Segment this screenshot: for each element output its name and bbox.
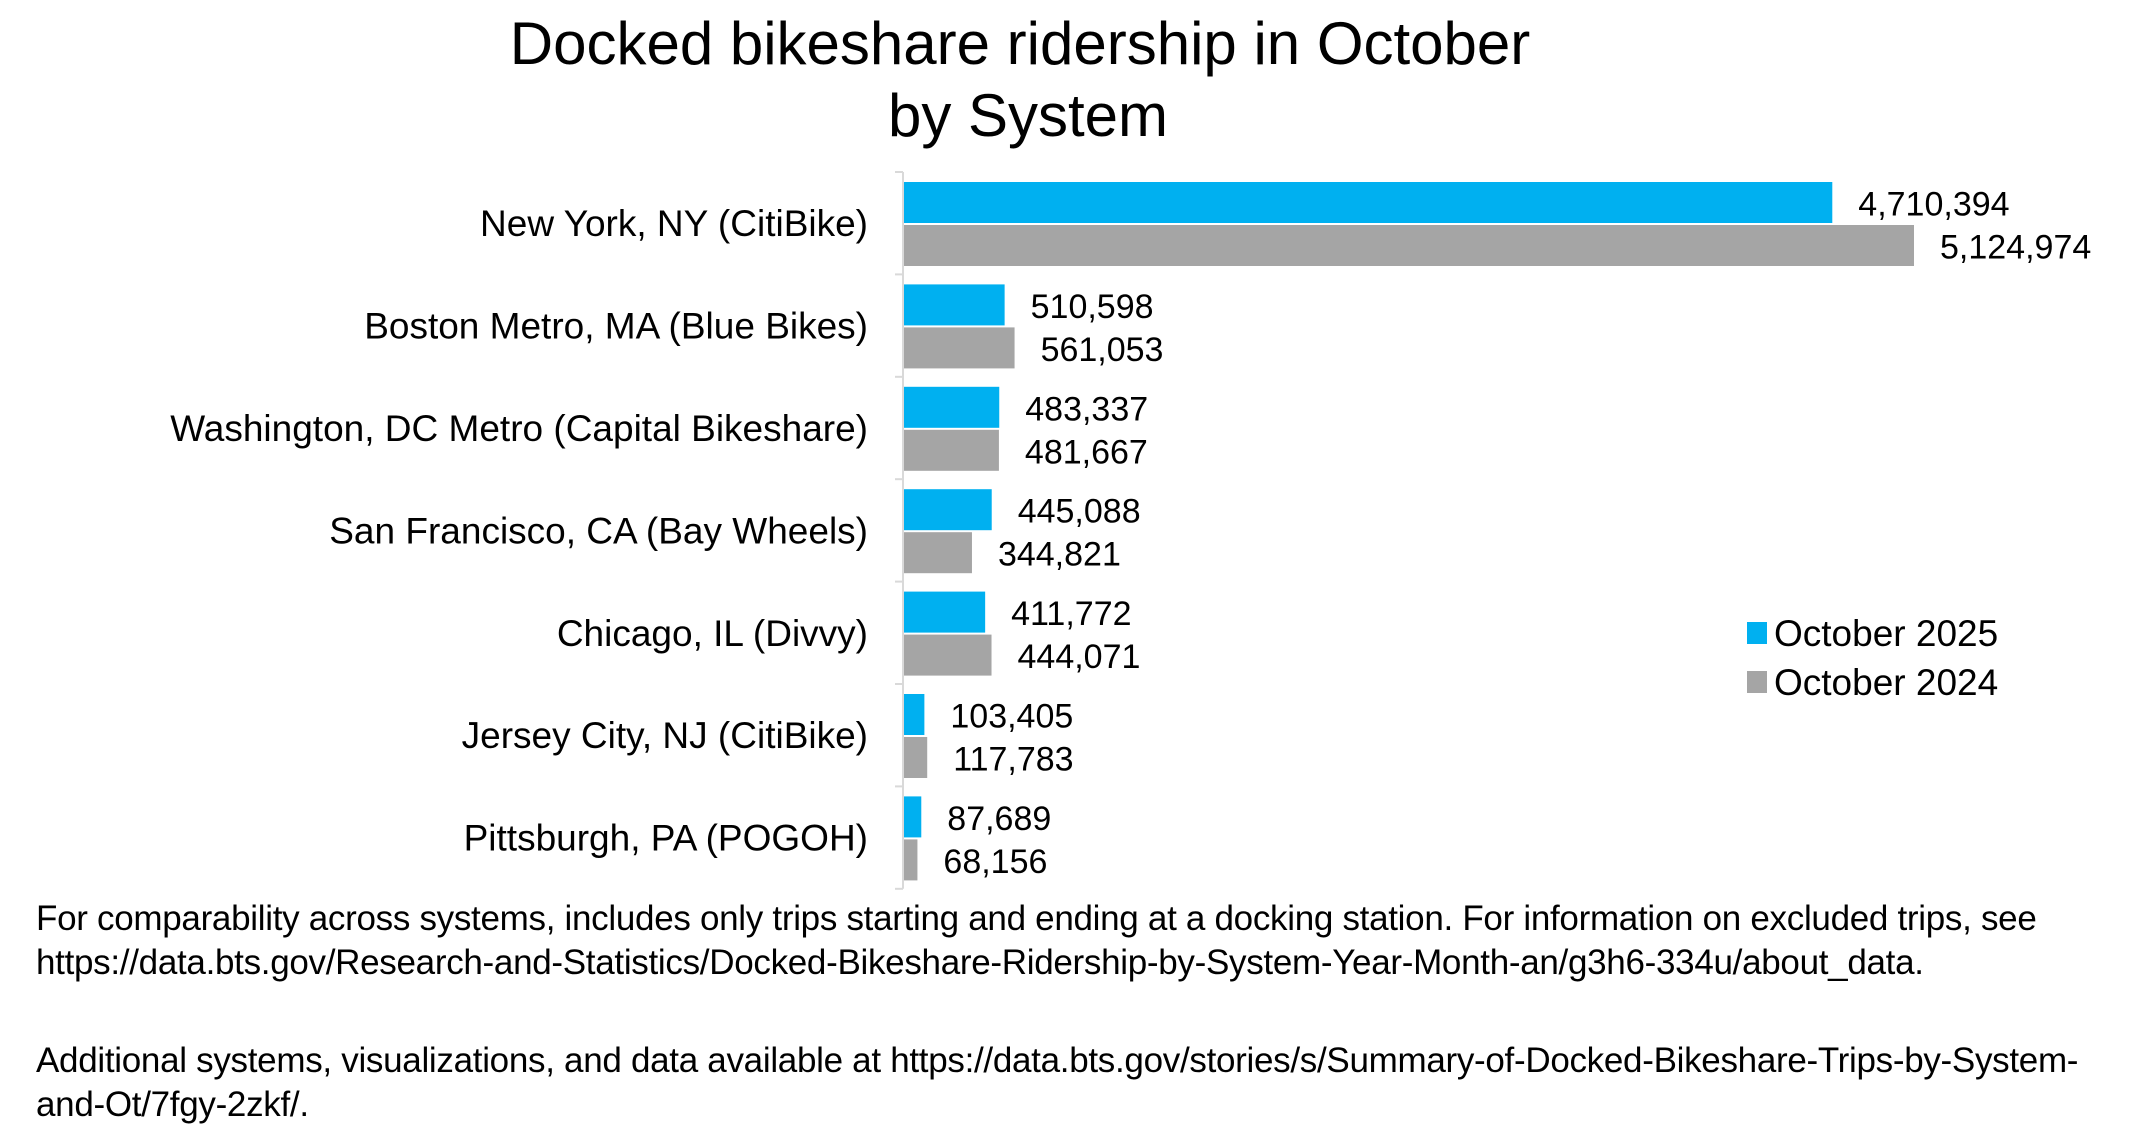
footnote-2: Additional systems, visualizations, and … [36,1041,2079,1124]
category-label: San Francisco, CA (Bay Wheels) [329,510,868,551]
data-label: 411,772 [1011,595,1131,633]
category-label: Pittsburgh, PA (POGOH) [464,818,868,859]
bar-chart: Docked bikeshare ridership in October by… [170,10,2091,890]
category-label: Washington, DC Metro (Capital Bikeshare) [170,408,868,449]
footnote-1: For comparability across systems, includ… [36,899,2037,982]
bar-2025 [904,796,922,838]
bar-2025 [904,591,986,633]
data-label: 103,405 [950,698,1073,736]
data-label: 87,689 [947,800,1051,838]
bar-2024 [904,634,992,676]
bar-2024 [904,532,972,574]
data-label: 68,156 [943,843,1047,881]
data-label: 444,071 [1018,638,1141,676]
data-label: 117,783 [953,741,1073,779]
bar-2025 [904,182,1833,223]
category-label: Boston Metro, MA (Blue Bikes) [364,306,868,347]
bar-2024 [904,839,918,881]
category-label: Jersey City, NJ (CitiBike) [462,715,868,756]
bar-2024 [904,429,999,471]
data-label: 561,053 [1041,331,1164,369]
category-label: New York, NY (CitiBike) [480,203,868,244]
bar-2025 [904,694,925,735]
bar-2025 [904,284,1005,326]
legend-swatch [1747,671,1767,693]
bar-2025 [904,386,1000,428]
legend-swatch [1747,622,1767,644]
data-label: 5,124,974 [1940,229,2091,267]
category-label: Chicago, IL (Divvy) [557,613,868,654]
bar-2024 [904,737,928,778]
data-label: 344,821 [998,536,1121,574]
data-label: 481,667 [1025,433,1148,471]
data-label: 483,337 [1025,390,1148,428]
chart-title-line-2: by System [888,82,1168,149]
data-label: 445,088 [1018,493,1141,531]
legend-label: October 2025 [1774,613,1998,654]
bar-2024 [904,327,1015,369]
bar-2024 [904,225,1914,266]
data-label: 510,598 [1031,288,1154,326]
bar-2025 [904,489,992,531]
chart-title-line-1: Docked bikeshare ridership in October [510,10,1531,77]
legend-label: October 2024 [1774,662,1998,703]
data-label: 4,710,394 [1858,186,2009,224]
